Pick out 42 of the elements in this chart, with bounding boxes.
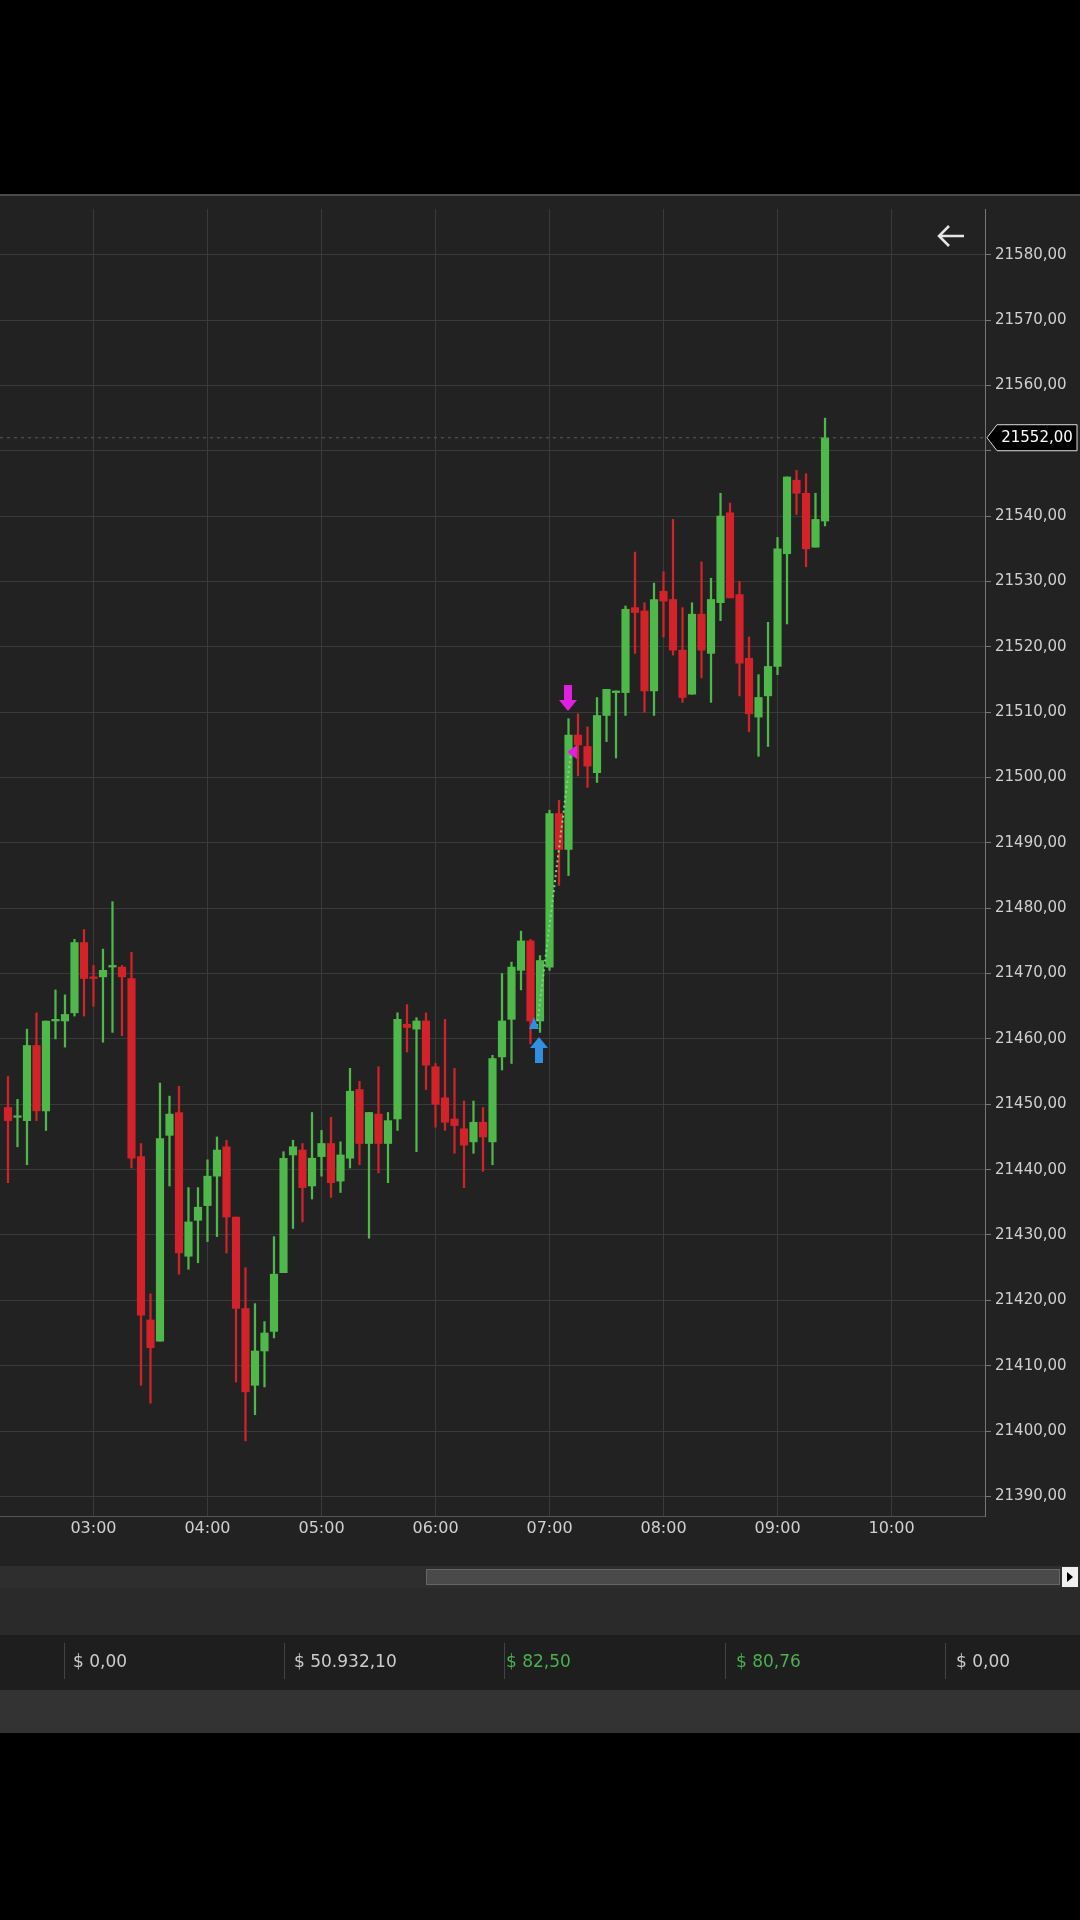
y-tick-label: 21390,00 [995,1486,1067,1505]
candlestick [146,1293,155,1404]
text: $ 80,76 [736,1651,801,1671]
y-tick-label: 21530,00 [995,571,1067,590]
x-tick-label: 10:00 [868,1517,915,1537]
text: $ 0,00 [73,1651,128,1671]
candlestick [412,1017,421,1152]
x-tick-label: 08:00 [640,1517,687,1537]
y-tick-label: 21410,00 [995,1355,1067,1374]
y-tick-label: 21570,00 [995,309,1067,328]
x-tick-label: 06:00 [412,1517,459,1537]
text: $ 82,50 [506,1651,571,1671]
y-tick-label: 21500,00 [995,767,1067,786]
y-tick-label: 21560,00 [995,375,1067,394]
y-tick-label: 21460,00 [995,1028,1067,1047]
x-tick-label: 04:00 [184,1517,231,1537]
y-tick-label: 21540,00 [995,506,1067,525]
y-tick-label: 21510,00 [995,702,1067,721]
y-tick-label: 21520,00 [995,636,1067,655]
y-tick-label: 21430,00 [995,1224,1067,1243]
x-tick-label: 09:00 [754,1517,801,1537]
y-tick-label: 21580,00 [995,244,1067,263]
y-tick-label: 21480,00 [995,898,1067,917]
candlestick [317,1130,326,1177]
candlestick [374,1066,383,1174]
y-tick-label: 21470,00 [995,963,1067,982]
x-tick-label: 05:00 [298,1517,345,1537]
y-tick-label: 21400,00 [995,1420,1067,1439]
x-tick-label: 07:00 [526,1517,573,1537]
y-tick-label: 21440,00 [995,1159,1067,1178]
x-tick-label: 03:00 [70,1517,117,1537]
candlestick [260,1321,269,1388]
candlestick [697,561,706,679]
y-tick-label: 21490,00 [995,832,1067,851]
candlestick [754,674,763,757]
text: $ 50.932,10 [294,1651,397,1671]
candlestick [165,1095,174,1187]
y-tick-label: 21450,00 [995,1094,1067,1113]
ref-line-label: 21552,00 [1001,427,1073,446]
candlestick [108,901,117,1033]
y-tick-label: 21420,00 [995,1290,1067,1309]
text: $ 0,00 [956,1651,1011,1671]
